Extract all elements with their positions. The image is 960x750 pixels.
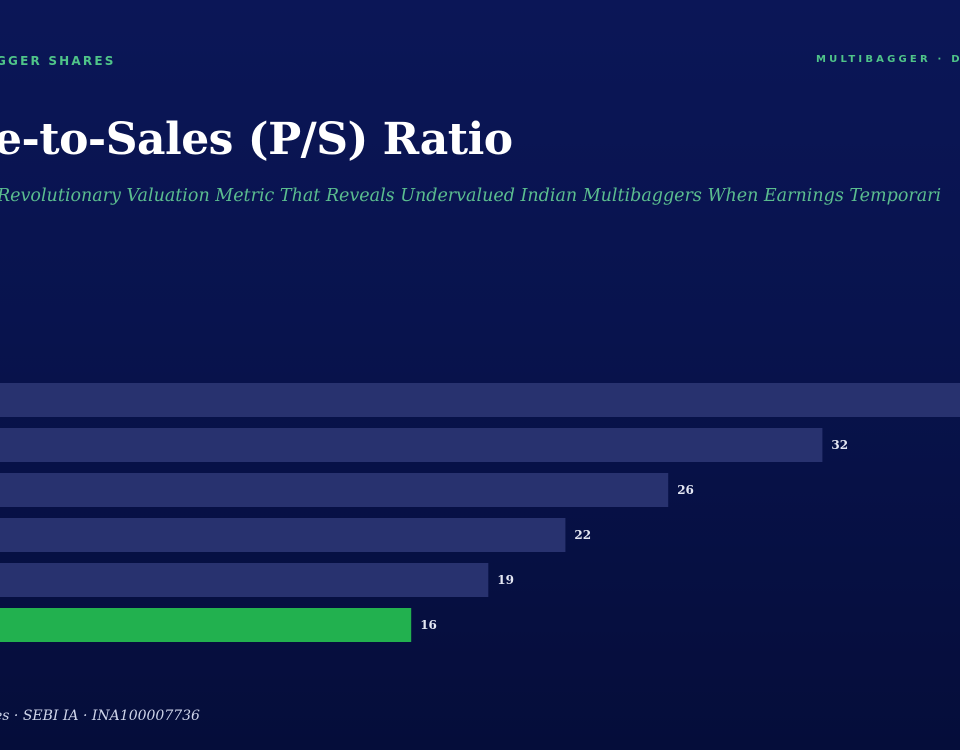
bar-2 <box>0 473 669 507</box>
bar-value-label-4: 19 <box>497 573 514 587</box>
brand-left-text: GGER SHARES <box>0 54 116 68</box>
bar-1 <box>0 428 823 462</box>
page-title: e-to-Sales (P/S) Ratio <box>0 114 513 165</box>
bar-value-label-5: 16 <box>420 618 437 632</box>
bar-value-label-3: 22 <box>574 528 591 542</box>
bar-value-label-1: 32 <box>831 438 848 452</box>
bar-5 <box>0 608 412 642</box>
bar-0 <box>0 383 960 417</box>
page-subtitle: Revolutionary Valuation Metric That Reve… <box>0 186 942 206</box>
bar-4 <box>0 563 489 597</box>
bar-value-label-2: 26 <box>677 483 694 497</box>
brand-right-text: MULTIBAGGER · D <box>816 54 960 65</box>
bar-3 <box>0 518 566 552</box>
bar-chart: 32 26 22 19 16 <box>0 383 960 642</box>
footer-disclaimer: es · SEBI IA · INA100007736 <box>0 708 200 724</box>
